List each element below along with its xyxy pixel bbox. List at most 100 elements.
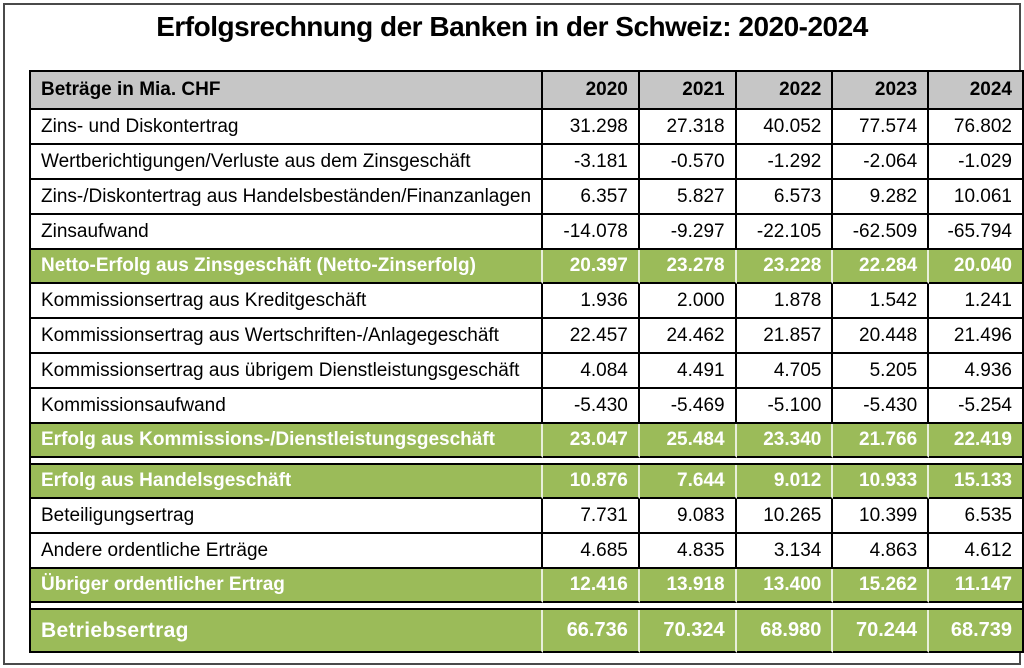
- table-header-row: Beträge in Mia. CHF 2020 2021 2022 2023 …: [29, 70, 1024, 110]
- value-cell: 21.857: [736, 319, 834, 354]
- value-cell: 24.462: [639, 319, 737, 354]
- value-cell: 22.284: [833, 250, 930, 284]
- value-cell: 68.980: [736, 610, 834, 653]
- table-row: Zins- und Diskontertrag 31.298 27.318 40.05…: [29, 110, 1024, 145]
- value-cell: 10.265: [736, 499, 834, 534]
- row-label: Beteiligungsertrag: [29, 499, 544, 534]
- value-cell: -62.509: [833, 215, 930, 250]
- value-cell: 23.340: [736, 424, 834, 458]
- value-cell: -5.430: [833, 389, 930, 424]
- spacer-cell: [29, 458, 1024, 465]
- row-label: Zins-/Diskontertrag aus Handelsbeständen…: [29, 180, 544, 215]
- header-year-2024: 2024: [929, 70, 1024, 110]
- value-cell: 40.052: [736, 110, 834, 145]
- value-cell: 27.318: [639, 110, 737, 145]
- value-cell: -14.078: [543, 215, 640, 250]
- value-cell: 5.827: [639, 180, 737, 215]
- value-cell: 66.736: [543, 610, 640, 653]
- value-cell: -5.254: [929, 389, 1024, 424]
- value-cell: 20.397: [543, 250, 640, 284]
- table-row: Kommissionsaufwand -5.430 -5.469 -5.100 -5.4…: [29, 389, 1024, 424]
- row-label: Kommissionsertrag aus Kreditgeschäft: [29, 284, 544, 319]
- value-cell: 4.084: [543, 354, 640, 389]
- value-cell: 6.357: [543, 180, 640, 215]
- row-label: Erfolg aus Kommissions-/Dienstleistungsg…: [29, 424, 544, 458]
- value-cell: 4.685: [543, 534, 640, 569]
- value-cell: -0.570: [639, 145, 737, 180]
- value-cell: -5.469: [639, 389, 737, 424]
- value-cell: 25.484: [639, 424, 737, 458]
- spacer-cell: [29, 603, 1024, 610]
- table-row: Zins-/Diskontertrag aus Handelsbeständen…: [29, 180, 1024, 215]
- spacer-row: [29, 603, 1024, 610]
- table-row: Beteiligungsertrag 7.731 9.083 10.265 10.399…: [29, 499, 1024, 534]
- summary-row: Übriger ordentlicher Ertrag 12.416 13.918 1…: [29, 569, 1024, 603]
- value-cell: 10.061: [929, 180, 1024, 215]
- value-cell: 76.802: [929, 110, 1024, 145]
- value-cell: 68.739: [929, 610, 1024, 653]
- value-cell: 21.496: [929, 319, 1024, 354]
- row-label: Kommissionsertrag aus übrigem Dienstleis…: [29, 354, 544, 389]
- header-year-2020: 2020: [543, 70, 640, 110]
- table-row: Kommissionsertrag aus übrigem Dienstleis…: [29, 354, 1024, 389]
- value-cell: 77.574: [833, 110, 930, 145]
- value-cell: 4.491: [639, 354, 737, 389]
- value-cell: 9.012: [736, 465, 834, 499]
- value-cell: 11.147: [929, 569, 1024, 603]
- value-cell: -3.181: [543, 145, 640, 180]
- value-cell: 23.047: [543, 424, 640, 458]
- value-cell: 6.573: [736, 180, 834, 215]
- value-cell: 6.535: [929, 499, 1024, 534]
- summary-row: Netto-Erfolg aus Zinsgeschäft (Netto-Zin…: [29, 250, 1024, 284]
- value-cell: 7.644: [639, 465, 737, 499]
- header-amounts-label: Beträge in Mia. CHF: [29, 70, 544, 110]
- value-cell: 4.835: [639, 534, 737, 569]
- value-cell: 1.542: [833, 284, 930, 319]
- row-label: Zinsaufwand: [29, 215, 544, 250]
- value-cell: 13.400: [736, 569, 834, 603]
- row-label: Zins- und Diskontertrag: [29, 110, 544, 145]
- value-cell: 2.000: [639, 284, 737, 319]
- value-cell: -65.794: [929, 215, 1024, 250]
- value-cell: 4.705: [736, 354, 834, 389]
- value-cell: 70.244: [833, 610, 930, 653]
- value-cell: 23.278: [639, 250, 737, 284]
- row-label: Netto-Erfolg aus Zinsgeschäft (Netto-Zin…: [29, 250, 544, 284]
- table-row: Kommissionsertrag aus Kreditgeschäft 1.93…: [29, 284, 1024, 319]
- summary-row: Erfolg aus Kommissions-/Dienstleistungsg…: [29, 424, 1024, 458]
- value-cell: 4.612: [929, 534, 1024, 569]
- value-cell: 15.262: [833, 569, 930, 603]
- row-label: Betriebsertrag: [29, 610, 544, 653]
- table-row: Andere ordentliche Erträge 4.685 4.835 3.13…: [29, 534, 1024, 569]
- value-cell: 10.933: [833, 465, 930, 499]
- value-cell: -1.029: [929, 145, 1024, 180]
- value-cell: 5.205: [833, 354, 930, 389]
- value-cell: 1.878: [736, 284, 834, 319]
- page-title: Erfolgsrechnung der Banken in der Schwei…: [156, 11, 868, 42]
- value-cell: -5.100: [736, 389, 834, 424]
- row-label: Wertberichtigungen/Verluste aus dem Zins…: [29, 145, 544, 180]
- value-cell: 13.918: [639, 569, 737, 603]
- value-cell: 9.282: [833, 180, 930, 215]
- value-cell: -2.064: [833, 145, 930, 180]
- value-cell: -22.105: [736, 215, 834, 250]
- value-cell: 1.241: [929, 284, 1024, 319]
- value-cell: 12.416: [543, 569, 640, 603]
- summary-row: Erfolg aus Handelsgeschäft 10.876 7.644 9.0…: [29, 465, 1024, 499]
- value-cell: 70.324: [639, 610, 737, 653]
- value-cell: 20.040: [929, 250, 1024, 284]
- value-cell: -9.297: [639, 215, 737, 250]
- value-cell: 10.876: [543, 465, 640, 499]
- value-cell: 1.936: [543, 284, 640, 319]
- header-year-2023: 2023: [833, 70, 930, 110]
- income-statement-table: Beträge in Mia. CHF 2020 2021 2022 2023 …: [29, 70, 1024, 653]
- row-label: Kommissionsaufwand: [29, 389, 544, 424]
- total-row: Betriebsertrag 66.736 70.324 68.980 70.244 68…: [29, 610, 1024, 653]
- row-label: Erfolg aus Handelsgeschäft: [29, 465, 544, 499]
- value-cell: 9.083: [639, 499, 737, 534]
- value-cell: 21.766: [833, 424, 930, 458]
- row-label: Andere ordentliche Erträge: [29, 534, 544, 569]
- table-row: Wertberichtigungen/Verluste aus dem Zins…: [29, 145, 1024, 180]
- row-label: Übriger ordentlicher Ertrag: [29, 569, 544, 603]
- value-cell: 4.863: [833, 534, 930, 569]
